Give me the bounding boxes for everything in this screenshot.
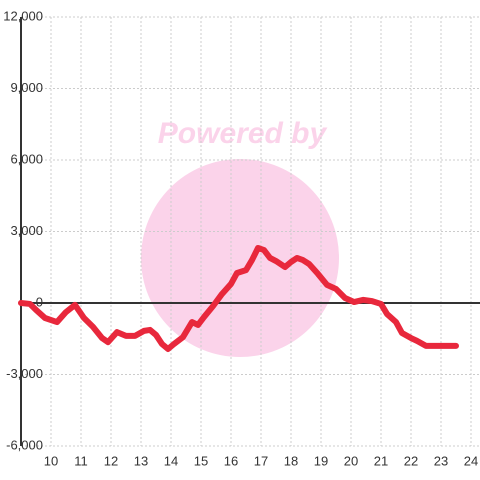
y-tick-label: 9,000: [10, 80, 43, 95]
y-tick-label: -6,000: [6, 437, 43, 452]
y-tick-label: -3,000: [6, 366, 43, 381]
x-tick-label: 24: [464, 453, 478, 468]
x-tick-label: 14: [164, 453, 178, 468]
x-tick-label: 15: [194, 453, 208, 468]
y-tick-label: 3,000: [10, 223, 43, 238]
x-tick-label: 17: [254, 453, 268, 468]
x-tick-label: 10: [44, 453, 58, 468]
x-tick-label: 20: [344, 453, 358, 468]
watermark: Powered by: [158, 117, 328, 150]
y-tick-label: 6,000: [10, 151, 43, 166]
y-tick-label: 0: [36, 294, 43, 309]
x-tick-label: 13: [134, 453, 148, 468]
grid: [21, 16, 480, 447]
y-tick-label: 12,000: [3, 8, 43, 23]
x-tick-label: 22: [404, 453, 418, 468]
data-line: [18, 244, 459, 352]
x-tick-label: 21: [374, 453, 388, 468]
x-tick-label: 23: [434, 453, 448, 468]
x-tick-label: 19: [314, 453, 328, 468]
x-tick-label: 12: [104, 453, 118, 468]
watermark-logo: [141, 159, 339, 357]
x-tick-label: 16: [224, 453, 238, 468]
x-tick-label: 11: [74, 453, 88, 468]
plot: [18, 17, 480, 446]
labels: -6,000 -3,000 0 3,000 6,000 9,000 12,000 10 11 12…: [3, 8, 478, 468]
x-tick-label: 18: [284, 453, 298, 468]
